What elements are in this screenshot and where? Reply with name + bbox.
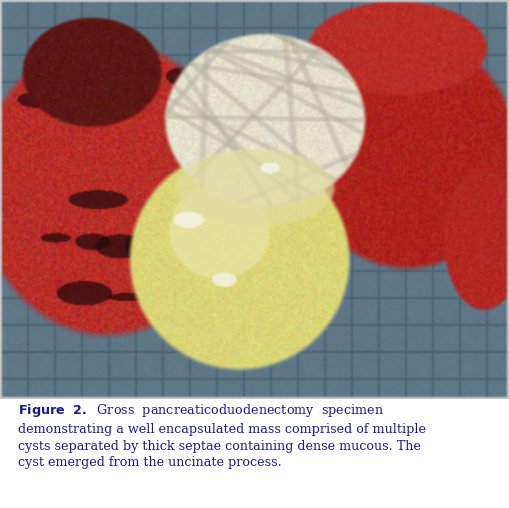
Text: $\bf{Figure\ \ 2.}$  Gross  pancreaticoduodenectomy  specimen
demonstrating a we: $\bf{Figure\ \ 2.}$ Gross pancreaticoduo… <box>18 402 426 469</box>
